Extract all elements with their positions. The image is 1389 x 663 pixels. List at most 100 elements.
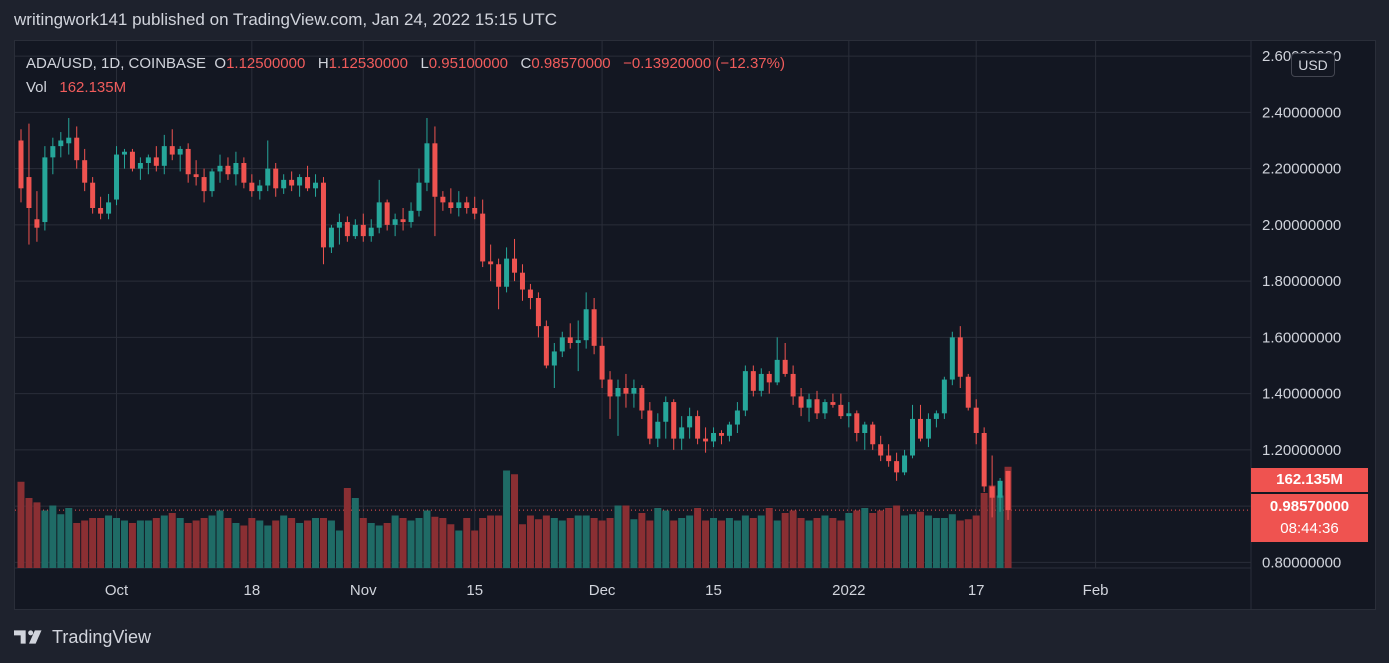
time-tick-label: 18 [243,582,260,599]
candle-body [519,272,525,290]
volume-bar [909,514,917,568]
volume-bar [296,523,304,568]
candle-body [862,424,868,433]
volume-label[interactable]: Vol [26,79,47,96]
volume-bar [89,518,97,568]
candle-body [575,340,581,343]
candle-body [989,486,995,498]
candle-body [225,165,231,175]
time-tick-label: 17 [968,582,985,599]
candle-body [464,202,470,208]
price-tick-label: 2.00000000 [1262,217,1341,234]
high-value: 1.12530000 [328,55,408,72]
candle-body [687,416,693,428]
candle-body [734,410,740,425]
candle-body [957,337,963,377]
volume-bar [956,520,964,568]
candle-body [177,148,183,155]
candle-body [766,373,772,383]
volume-bar [837,520,845,568]
price-axis[interactable]: 0.80000000 1.20000000 1.40000000 1.60000000… [1262,48,1341,571]
time-tick-label: 15 [466,582,483,599]
brand-name: TradingView [52,626,152,647]
candle-body [846,413,852,417]
time-tick-label: Nov [350,582,377,599]
time-axis[interactable]: Oct 18 Nov 15 Dec 15 2022 17 Feb [105,582,1109,599]
symbol-title[interactable]: ADA/USD, 1D, COINBASE [26,55,207,72]
candle-body [583,309,589,341]
volume-bar [638,513,646,568]
volume-bar [128,523,136,568]
volume-bar [224,518,232,568]
candle-body [742,371,748,411]
candle-body [137,163,143,169]
price-tick-label: 1.20000000 [1262,442,1341,459]
volume-bar [606,518,614,568]
footer-brand[interactable]: TradingView [14,626,151,648]
volume-bar [319,518,327,568]
price-tick-label: 2.40000000 [1262,104,1341,121]
high-label: H [317,55,329,72]
candle-body [18,140,24,189]
volume-bar [17,481,25,568]
open-value: 1.12500000 [226,55,306,72]
candle-body [289,179,295,186]
volume-bar [272,520,280,568]
volume-bar [399,518,407,568]
volume-bar [662,510,670,568]
volume-bar [845,513,853,568]
volume-bar [152,518,160,568]
last-price-value: 0.98570000 [1269,498,1350,515]
volume-bar [622,505,630,568]
volume-bar [256,520,264,568]
candle-body [663,402,669,422]
volume-bar [789,510,797,568]
volume-bar [542,515,550,568]
currency-button[interactable]: USD [1291,53,1335,77]
candle-body [440,196,446,203]
low-label: L [420,55,429,72]
candle-body [806,399,812,408]
candle-body [591,309,597,346]
volume-bar [980,493,988,568]
candle-body [543,326,549,366]
change-value: −0.13920000 (−12.37%) [623,55,785,72]
volume-bar [351,498,359,568]
volume-bar [932,518,940,568]
candle-body [599,345,605,380]
candle-body [416,182,422,211]
candle-body [878,444,884,456]
volume-bar [725,518,733,568]
candle-body [981,433,987,487]
volume-bar [940,518,948,568]
candle-body [66,137,72,144]
volume-bar [423,510,431,568]
volume-bar [343,488,351,568]
candle-body [718,433,724,436]
volume-bar [893,505,901,568]
volume-bar [73,523,81,568]
volume-bar [582,515,590,568]
volume-bar [757,515,765,568]
volume-bar [33,502,41,568]
candle-body [631,388,637,394]
volume-bar [383,523,391,568]
volume-bar [901,515,909,568]
volume-bar [518,524,526,568]
time-tick-label: 15 [705,582,722,599]
volume-bar [686,515,694,568]
candle-body [121,151,127,155]
candle-body [997,480,1003,498]
candle-body [1005,470,1011,511]
last-price-label: 0.98570000 08:44:36 [1251,494,1368,542]
candle-body [217,165,223,172]
volume-bar [192,520,200,568]
volume-bar [694,508,702,568]
volume-bar [136,520,144,568]
volume-bar [678,518,686,568]
candle-body [854,413,860,433]
candle-body [241,163,247,183]
candles [18,118,1011,520]
candle-body [838,404,844,417]
